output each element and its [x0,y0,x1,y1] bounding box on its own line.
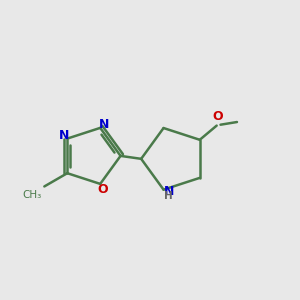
Text: H: H [164,191,173,201]
Text: O: O [213,110,224,123]
Text: N: N [99,118,109,131]
Text: N: N [58,129,69,142]
Text: CH₃: CH₃ [23,190,42,200]
Text: N: N [164,184,174,198]
Text: O: O [97,183,108,196]
